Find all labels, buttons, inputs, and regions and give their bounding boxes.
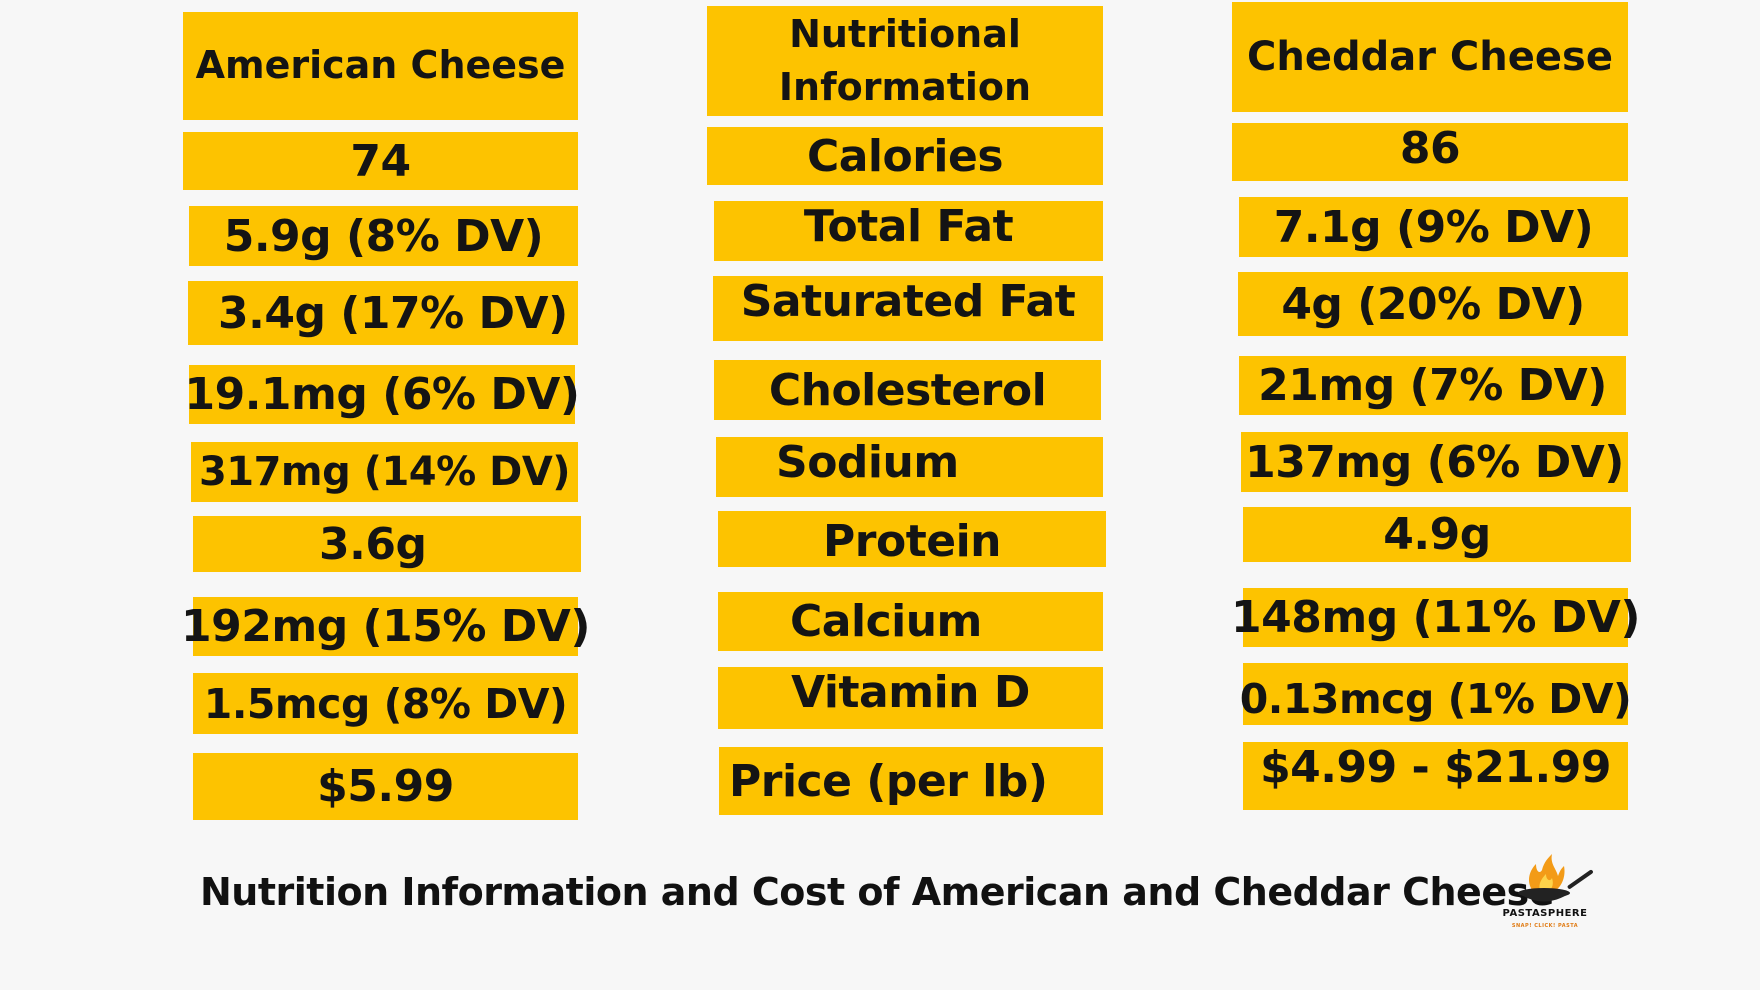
cheddar-saturated-fat: 4g (20% DV) [1238,272,1628,336]
pan-flame-icon [1518,854,1593,902]
american-cholesterol: 19.1mg (6% DV) [184,365,580,424]
label-saturated-fat: Saturated Fat [713,276,1103,341]
label-price: Price (per lb) [719,747,1103,815]
cheddar-vitamin-d: 0.13mcg (1% DV) [1240,663,1632,725]
american-price: $5.99 [193,753,578,820]
cheddar-price: $4.99 - $21.99 [1243,742,1628,810]
american-sodium: 317mg (14% DV) [191,442,578,502]
american-calcium: 192mg (15% DV) [181,597,590,656]
cheddar-calcium: 148mg (11% DV) [1231,588,1640,647]
nutrition-header: Nutritional Information [707,6,1103,116]
american-cheese-header: American Cheese [183,12,578,120]
logo-name: PASTASPHERE [1502,908,1588,919]
cheddar-total-fat: 7.1g (9% DV) [1239,197,1628,257]
cheddar-cheese-header: Cheddar Cheese [1232,2,1628,112]
american-vitamin-d: 1.5mcg (8% DV) [193,673,578,734]
american-calories: 74 [183,132,578,190]
american-total-fat: 5.9g (8% DV) [189,206,578,266]
label-vitamin-d: Vitamin D [718,667,1103,729]
label-protein: Protein [718,511,1106,567]
label-calories: Calories [707,127,1103,185]
pastasphere-logo: PASTASPHERE SNAP! CLICK! PASTA [1490,848,1600,938]
label-sodium: Sodium [716,437,1103,497]
label-total-fat: Total Fat [714,201,1103,261]
figure-caption: Nutrition Information and Cost of Americ… [200,870,1554,914]
label-cholesterol: Cholesterol [714,360,1101,420]
logo-tagline: SNAP! CLICK! PASTA [1511,923,1579,929]
cheddar-cholesterol: 21mg (7% DV) [1239,356,1626,415]
american-saturated-fat: 3.4g (17% DV) [188,281,578,345]
cheddar-sodium: 137mg (6% DV) [1241,432,1628,492]
label-calcium: Calcium [718,592,1103,651]
cheddar-calories: 86 [1232,123,1628,181]
cheddar-protein: 4.9g [1243,507,1631,562]
american-protein: 3.6g [193,516,581,572]
